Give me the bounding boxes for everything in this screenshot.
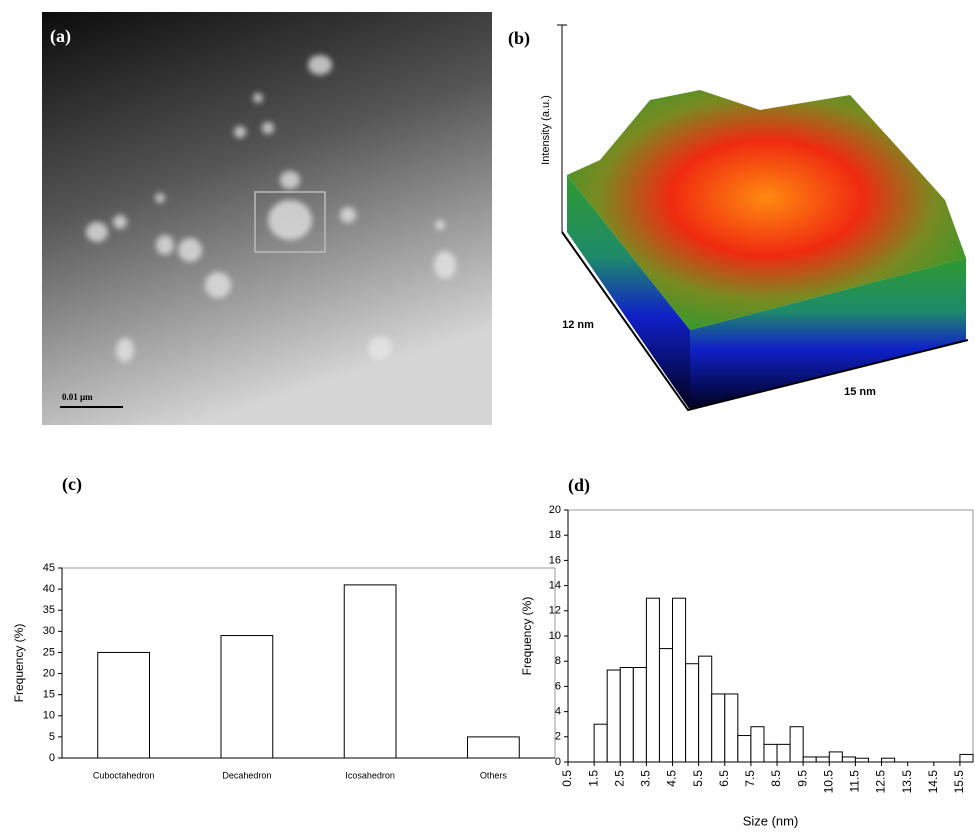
x-tick-label: 5.5 xyxy=(691,770,705,787)
y-tick-label: 25 xyxy=(43,646,55,658)
bar xyxy=(711,693,726,763)
base-axes xyxy=(561,231,969,412)
bar xyxy=(593,723,608,763)
bar xyxy=(619,667,634,763)
scale-bar-label: 0.01 µm xyxy=(62,392,93,402)
bar xyxy=(606,669,621,763)
bar xyxy=(672,597,687,763)
y-tick-label: 20 xyxy=(549,504,561,516)
bar xyxy=(828,751,843,763)
y-tick-label: 2 xyxy=(555,731,561,743)
y-tick-label: 14 xyxy=(549,580,561,592)
bar xyxy=(685,663,700,763)
bar xyxy=(220,635,274,759)
y-axis-label: Frequency (%) xyxy=(520,597,534,676)
bar xyxy=(97,651,151,759)
bar xyxy=(466,736,520,759)
y-tick-label: 4 xyxy=(555,706,561,718)
bar xyxy=(698,655,713,763)
x-tick-label: 14.5 xyxy=(926,770,940,794)
bar xyxy=(343,584,397,759)
x-axis-label: Size (nm) xyxy=(743,813,799,828)
panel-label: (a) xyxy=(50,26,71,47)
y-tick-label: 40 xyxy=(43,583,55,595)
bar xyxy=(802,756,817,763)
x-tick-label: Cuboctahedron xyxy=(93,770,155,780)
x-axis-label: 15 nm xyxy=(844,386,876,398)
bar xyxy=(750,726,765,763)
y-tick-label: 12 xyxy=(549,605,561,617)
x-tick-label: 4.5 xyxy=(665,770,679,787)
bar xyxy=(737,735,752,763)
y-axis-label: Frequency (%) xyxy=(12,624,26,703)
bar xyxy=(959,753,974,763)
x-tick-label: 7.5 xyxy=(743,770,757,787)
bar xyxy=(763,743,778,763)
x-tick-label: Decahedron xyxy=(222,770,271,780)
y-tick-label: 0 xyxy=(49,752,55,764)
x-tick-label: 11.5 xyxy=(848,770,862,793)
y-tick-label: 35 xyxy=(43,604,55,616)
y-tick-label: 18 xyxy=(549,529,561,541)
surface-side xyxy=(567,175,690,410)
x-tick-label: 1.5 xyxy=(586,770,600,787)
panel-b: (b) Intensity (a.u.) 12 nm 15 nm xyxy=(508,24,969,412)
x-tick-label: 10.5 xyxy=(821,770,835,794)
x-tick-label: 3.5 xyxy=(639,770,653,787)
bar xyxy=(854,757,869,763)
x-tick-label: 9.5 xyxy=(795,770,809,787)
x-tick-label: 13.5 xyxy=(900,770,914,794)
x-tick-label: Icosahedron xyxy=(345,770,395,780)
y-tick-label: 10 xyxy=(549,630,561,642)
chart-title: (d) xyxy=(568,475,590,496)
y-axis-label: 12 nm xyxy=(562,319,594,331)
surface-side xyxy=(690,258,966,410)
z-axis-label: Intensity (a.u.) xyxy=(540,95,552,165)
x-tick-label: 0.5 xyxy=(560,770,574,787)
y-tick-label: 8 xyxy=(555,655,561,667)
bar xyxy=(815,756,830,763)
chart-title: (c) xyxy=(62,474,82,495)
y-tick-label: 10 xyxy=(43,710,55,722)
bar xyxy=(632,667,647,763)
x-tick-label: 12.5 xyxy=(874,770,888,794)
bar xyxy=(776,743,791,763)
bar xyxy=(724,693,739,763)
micrograph xyxy=(42,12,492,425)
bar xyxy=(658,648,674,763)
x-tick-label: 15.5 xyxy=(952,770,966,794)
x-tick-label: 2.5 xyxy=(612,770,626,787)
x-tick-label: 6.5 xyxy=(717,770,731,787)
x-tick-label: 8.5 xyxy=(769,770,783,787)
y-tick-label: 45 xyxy=(43,562,55,574)
y-tick-label: 16 xyxy=(549,554,561,566)
selection-box xyxy=(254,191,326,253)
y-tick-label: 15 xyxy=(43,689,55,701)
surface-top xyxy=(567,90,966,330)
bar xyxy=(645,597,660,763)
panel-a: (a) 0.01 µm xyxy=(42,12,492,425)
y-tick-label: 20 xyxy=(43,667,55,679)
bar xyxy=(841,756,856,763)
y-tick-label: 30 xyxy=(43,625,55,637)
panel-label: (b) xyxy=(508,28,530,49)
particles xyxy=(86,55,456,362)
y-tick-label: 5 xyxy=(49,731,55,743)
x-tick-label: Others xyxy=(480,770,508,780)
y-tick-label: 0 xyxy=(555,756,561,768)
bar xyxy=(789,726,804,763)
y-tick-label: 6 xyxy=(555,680,561,692)
bar xyxy=(881,757,896,763)
